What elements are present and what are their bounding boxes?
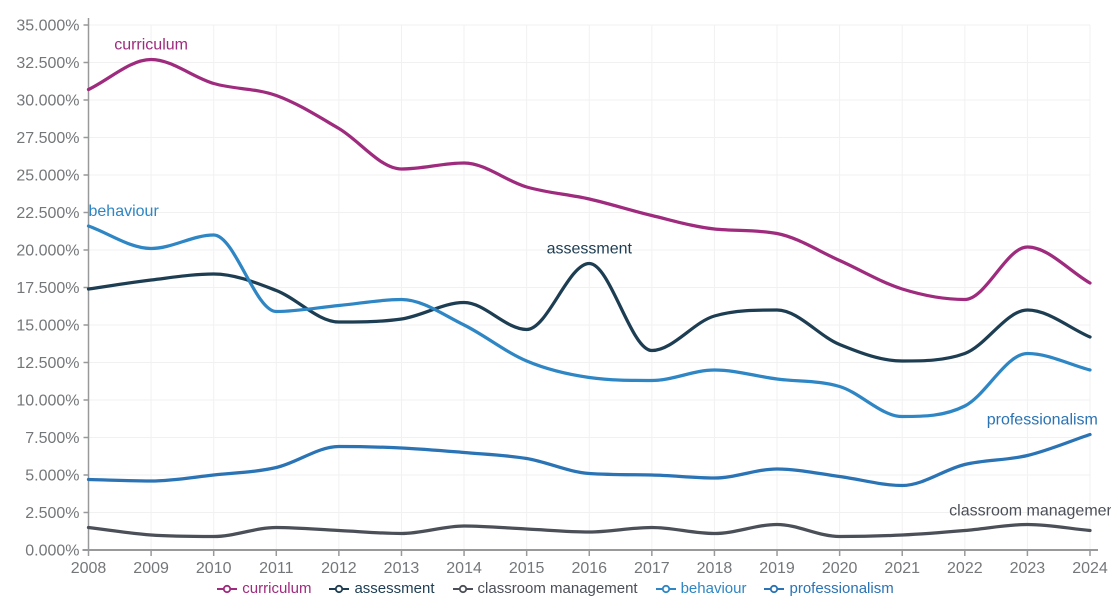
series-label-professionalism: professionalism bbox=[987, 412, 1098, 429]
legend-label: professionalism bbox=[789, 580, 894, 597]
y-axis-tick-label: 10.000% bbox=[16, 393, 79, 410]
x-axis-tick-label: 2018 bbox=[697, 560, 733, 577]
legend-line-marker-icon bbox=[217, 584, 238, 594]
x-axis-tick-label: 2015 bbox=[509, 560, 545, 577]
y-axis-tick-label: 22.500% bbox=[16, 205, 79, 222]
legend-item-classroom-management[interactable]: classroom management bbox=[452, 579, 638, 599]
legend-line-marker-icon bbox=[329, 584, 350, 594]
y-axis-tick-label: 7.500% bbox=[25, 430, 79, 447]
y-axis-tick-label: 17.500% bbox=[16, 280, 79, 297]
x-axis-tick-label: 2019 bbox=[759, 560, 795, 577]
chart-legend: curriculum assessment classroom management… bbox=[0, 579, 1111, 599]
legend-item-professionalism[interactable]: professionalism bbox=[764, 579, 894, 599]
y-axis-tick-label: 5.000% bbox=[25, 468, 79, 485]
x-axis-tick-label: 2016 bbox=[571, 560, 607, 577]
series-line-curriculum bbox=[86, 57, 1092, 302]
y-axis-tick-label: 27.500% bbox=[16, 130, 79, 147]
x-axis-tick-label: 2010 bbox=[196, 560, 232, 577]
x-axis-tick-label: 2024 bbox=[1072, 560, 1108, 577]
legend-label: assessment bbox=[354, 580, 435, 597]
x-axis-tick-label: 2011 bbox=[259, 560, 294, 577]
legend-line-marker-icon bbox=[764, 584, 785, 594]
series-line-behaviour bbox=[86, 224, 1092, 419]
series-label-classroom-management: classroom management bbox=[949, 502, 1111, 519]
y-axis-tick-label: 2.500% bbox=[25, 505, 79, 522]
x-axis-tick-label: 2009 bbox=[133, 560, 169, 577]
series-line-assessment bbox=[86, 261, 1092, 363]
x-axis-tick-label: 2022 bbox=[947, 560, 983, 577]
x-axis-tick-label: 2013 bbox=[384, 560, 420, 577]
y-axis-tick-label: 35.000% bbox=[16, 18, 79, 35]
x-axis-tick-label: 2014 bbox=[446, 560, 482, 577]
series-line-classroom-management bbox=[86, 522, 1092, 539]
x-axis-tick-label: 2023 bbox=[1010, 560, 1046, 577]
series-label-behaviour: behaviour bbox=[89, 203, 160, 220]
legend-item-behaviour[interactable]: behaviour bbox=[655, 579, 747, 599]
y-axis-tick-label: 12.500% bbox=[16, 355, 79, 372]
legend-label: curriculum bbox=[242, 580, 312, 597]
legend-label: classroom management bbox=[477, 580, 638, 597]
series-line-professionalism bbox=[86, 432, 1092, 488]
y-axis-tick-label: 25.000% bbox=[16, 168, 79, 185]
x-axis-tick-label: 2017 bbox=[634, 560, 670, 577]
y-axis-tick-label: 15.000% bbox=[16, 318, 79, 335]
legend-label: behaviour bbox=[680, 580, 747, 597]
y-axis-tick-label: 0.000% bbox=[25, 543, 79, 560]
legend-line-marker-icon bbox=[452, 584, 473, 594]
series-label-curriculum: curriculum bbox=[114, 37, 188, 54]
x-axis-tick-label: 2012 bbox=[321, 560, 357, 577]
y-axis-tick-label: 32.500% bbox=[16, 55, 79, 72]
x-axis-tick-label: 2008 bbox=[71, 560, 107, 577]
y-axis-tick-label: 30.000% bbox=[16, 93, 79, 110]
x-axis-tick-label: 2021 bbox=[884, 560, 920, 577]
legend-item-assessment[interactable]: assessment bbox=[329, 579, 435, 599]
series-label-assessment: assessment bbox=[547, 241, 633, 258]
y-axis-tick-label: 20.000% bbox=[16, 243, 79, 260]
legend-line-marker-icon bbox=[655, 584, 676, 594]
legend-item-curriculum[interactable]: curriculum bbox=[217, 579, 311, 599]
x-axis-tick-label: 2020 bbox=[822, 560, 858, 577]
